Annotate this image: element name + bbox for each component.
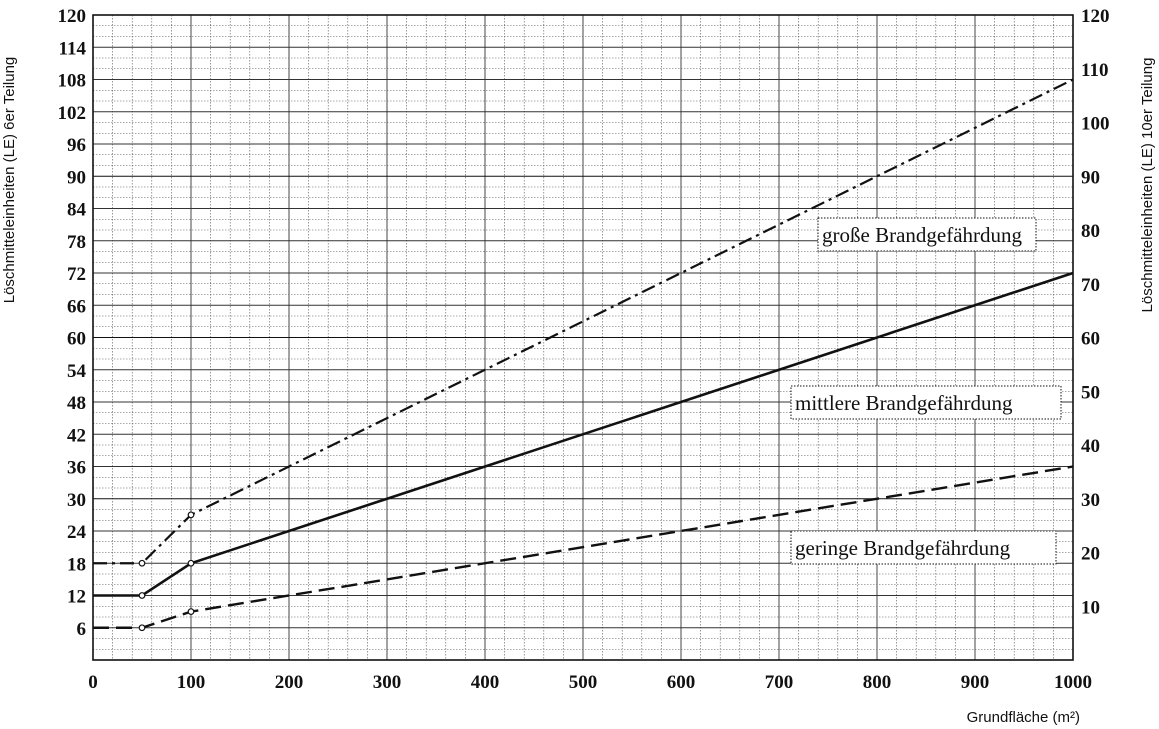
series-labels: große Brandgefährdung mittlere Brandgefäh… — [790, 217, 1062, 565]
y-tick-right-label: 110 — [1081, 60, 1108, 81]
y-tick-right-label: 60 — [1081, 329, 1100, 350]
y-tick-left-label: 6 — [77, 619, 87, 640]
y-tick-left-label: 18 — [67, 554, 86, 575]
y-tick-right-label: 30 — [1081, 490, 1100, 511]
y-tick-right-label: 40 — [1081, 436, 1100, 457]
y-tick-left-label: 60 — [67, 329, 86, 350]
x-tick-label: 900 — [961, 672, 990, 693]
y-axis-right-title: Löschmitteleinheiten (LE) 10er Teilung — [1139, 58, 1156, 313]
x-tick-label: 200 — [275, 672, 304, 693]
y-tick-left-label: 24 — [67, 522, 87, 543]
y-tick-left-label: 42 — [67, 425, 86, 446]
data-markers — [138, 511, 195, 632]
data-point-marker — [138, 559, 146, 567]
y-tick-left-label: 48 — [67, 393, 86, 414]
x-tick-label: 800 — [863, 672, 892, 693]
y-tick-left-label: 96 — [67, 135, 86, 156]
x-tick-label: 300 — [373, 672, 402, 693]
y-tick-right-label: 90 — [1081, 167, 1100, 188]
y-tick-left-label: 108 — [58, 71, 87, 92]
y-tick-left-label: 90 — [67, 167, 86, 188]
y-tick-left-label: 102 — [58, 103, 87, 124]
y-tick-right-label: 100 — [1081, 114, 1110, 135]
y-tick-left-label: 12 — [67, 587, 86, 608]
series-label: mittlere Brandgefährdung — [795, 391, 1013, 415]
series-line-3 — [93, 465, 1074, 629]
y-tick-left-label: 120 — [58, 6, 87, 27]
x-tick-label: 100 — [177, 672, 206, 693]
y-tick-right-label: 20 — [1081, 544, 1100, 565]
x-tick-label: 700 — [765, 672, 794, 693]
x-tick-label: 500 — [569, 672, 598, 693]
data-point-marker — [187, 559, 195, 567]
y-axis-left-title: Löschmitteleinheiten (LE) 6er Teilung — [1, 57, 18, 304]
x-tick-label: 0 — [88, 672, 98, 693]
y-tick-left-label: 54 — [67, 361, 87, 382]
y-tick-left-label: 36 — [67, 458, 86, 479]
data-point-marker — [138, 592, 146, 599]
y-tick-right-label: 50 — [1081, 382, 1100, 403]
y-tick-right-label: 80 — [1081, 221, 1100, 242]
y-tick-left-label: 30 — [67, 490, 86, 511]
data-point-marker — [187, 608, 195, 616]
series-line-1 — [93, 78, 1074, 565]
x-axis-title: Grundfläche (m²) — [967, 709, 1080, 726]
y-tick-left-label: 66 — [67, 296, 86, 317]
series-label: geringe Brandgefährdung — [795, 536, 1011, 560]
tick-labels: 6 12 18 24 30 36 42 48 54 60 66 72 78 84 90 96 102 108 114… — [58, 6, 1110, 693]
series-label-box — [817, 217, 1037, 252]
data-point-marker — [187, 511, 195, 519]
series-lines — [93, 78, 1074, 629]
y-tick-left-label: 114 — [59, 38, 87, 59]
x-tick-label: 600 — [667, 672, 696, 693]
y-tick-left-label: 72 — [67, 264, 86, 285]
y-tick-right-label: 70 — [1081, 275, 1100, 296]
series-label-box — [790, 530, 1057, 565]
y-tick-left-label: 84 — [67, 200, 87, 221]
y-tick-right-label: 10 — [1081, 597, 1100, 618]
x-tick-label: 400 — [471, 672, 500, 693]
series-line-2 — [93, 271, 1074, 597]
y-tick-right-label: 120 — [1081, 6, 1110, 27]
x-tick-label: 1000 — [1054, 672, 1092, 693]
plot-frame — [92, 14, 1074, 661]
data-point-marker — [138, 624, 146, 632]
series-label: große Brandgefährdung — [822, 223, 1023, 247]
series-label-box — [790, 385, 1062, 420]
y-tick-left-label: 78 — [67, 232, 86, 253]
